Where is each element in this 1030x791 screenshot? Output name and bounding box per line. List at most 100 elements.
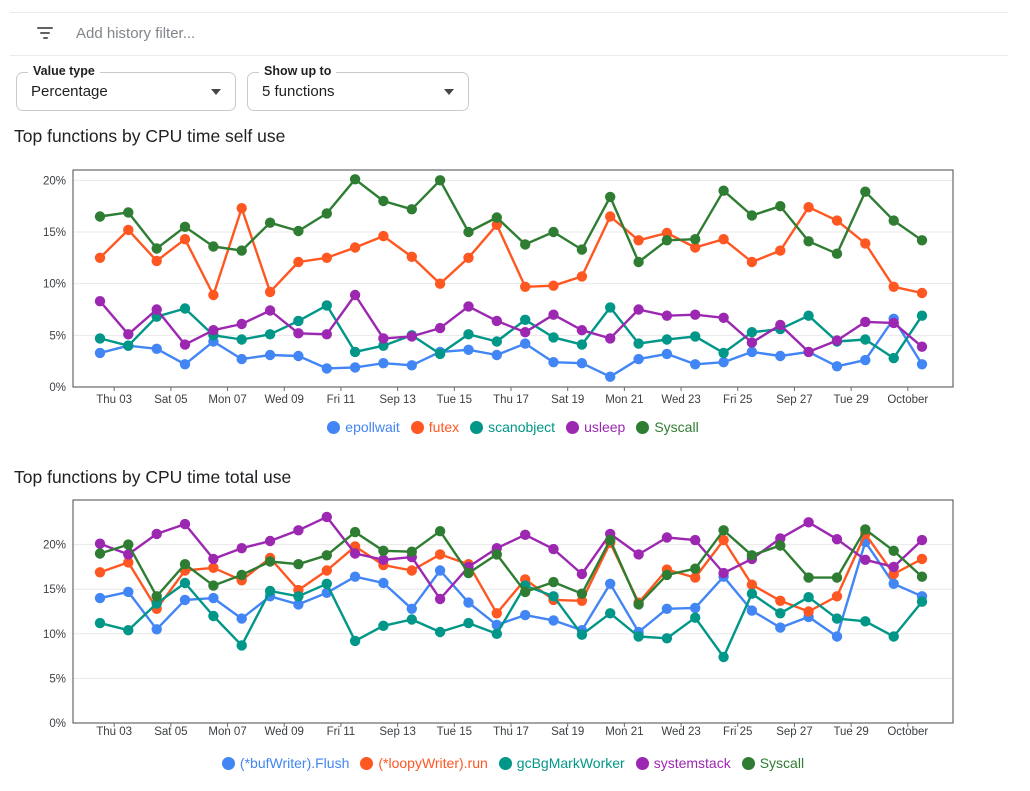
history-filter-input[interactable]: Add history filter... [76, 24, 196, 42]
data-point[interactable] [888, 281, 899, 292]
data-point[interactable] [378, 358, 389, 369]
data-point[interactable] [208, 592, 219, 604]
data-point[interactable] [349, 635, 361, 647]
data-point[interactable] [831, 534, 843, 545]
data-point[interactable] [463, 567, 474, 579]
data-point[interactable] [151, 255, 162, 267]
data-point[interactable] [491, 549, 502, 560]
data-point[interactable] [520, 239, 531, 250]
data-point[interactable] [548, 309, 559, 320]
data-point[interactable] [690, 534, 701, 546]
data-point[interactable] [775, 350, 786, 362]
data-point[interactable] [179, 234, 191, 245]
data-point[interactable] [661, 603, 673, 614]
data-point[interactable] [916, 341, 928, 352]
data-point[interactable] [633, 256, 644, 268]
data-point[interactable] [151, 243, 162, 254]
data-point[interactable] [123, 207, 134, 218]
data-point[interactable] [293, 559, 304, 570]
data-point[interactable] [151, 624, 162, 635]
data-point[interactable] [293, 350, 304, 362]
data-point[interactable] [321, 208, 332, 219]
data-point[interactable] [208, 580, 219, 591]
data-point[interactable] [633, 353, 644, 365]
data-point[interactable] [633, 599, 644, 610]
data-point[interactable] [690, 309, 701, 320]
data-point[interactable] [434, 626, 446, 638]
data-point[interactable] [123, 224, 134, 236]
data-point[interactable] [746, 337, 758, 348]
data-point[interactable] [236, 245, 247, 256]
data-point[interactable] [520, 314, 531, 325]
data-point[interactable] [349, 526, 361, 538]
data-point[interactable] [888, 317, 899, 329]
data-point[interactable] [690, 563, 701, 574]
data-point[interactable] [888, 215, 899, 226]
data-point[interactable] [718, 234, 729, 245]
show-up-to-select[interactable]: Show up to 5 functions [247, 64, 469, 111]
data-point[interactable] [434, 549, 446, 560]
data-point[interactable] [434, 278, 446, 289]
data-point[interactable] [378, 620, 389, 631]
data-point[interactable] [463, 329, 474, 340]
data-point[interactable] [916, 571, 928, 582]
data-point[interactable] [378, 545, 389, 556]
data-point[interactable] [661, 569, 673, 581]
data-point[interactable] [690, 359, 701, 370]
data-point[interactable] [94, 567, 106, 578]
data-point[interactable] [661, 348, 673, 360]
data-point[interactable] [916, 596, 928, 607]
data-point[interactable] [179, 577, 191, 589]
data-point[interactable] [321, 252, 332, 263]
data-point[interactable] [888, 561, 899, 573]
data-point[interactable] [434, 322, 446, 334]
data-point[interactable] [123, 340, 134, 351]
data-point[interactable] [718, 525, 729, 536]
data-point[interactable] [264, 349, 276, 361]
data-point[interactable] [548, 615, 559, 626]
data-point[interactable] [775, 540, 786, 551]
data-point[interactable] [860, 238, 871, 249]
data-point[interactable] [463, 344, 474, 355]
data-point[interactable] [661, 633, 673, 644]
data-point[interactable] [888, 631, 899, 642]
data-point[interactable] [548, 576, 559, 588]
data-point[interactable] [831, 631, 843, 642]
data-point[interactable] [434, 593, 446, 605]
data-point[interactable] [264, 305, 276, 316]
data-point[interactable] [916, 359, 928, 370]
data-point[interactable] [860, 316, 871, 328]
data-point[interactable] [520, 338, 531, 349]
data-point[interactable] [548, 332, 559, 343]
data-point[interactable] [349, 571, 361, 582]
data-point[interactable] [151, 343, 162, 354]
data-point[interactable] [208, 325, 219, 336]
data-point[interactable] [208, 241, 219, 252]
data-point[interactable] [463, 597, 474, 608]
data-point[interactable] [349, 362, 361, 373]
data-point[interactable] [690, 331, 701, 342]
data-point[interactable] [548, 280, 559, 291]
data-point[interactable] [123, 539, 134, 550]
data-point[interactable] [831, 335, 843, 346]
data-point[interactable] [718, 347, 729, 359]
data-point[interactable] [321, 511, 332, 523]
data-point[interactable] [321, 363, 332, 374]
data-point[interactable] [520, 529, 531, 540]
data-point[interactable] [293, 591, 304, 602]
data-point[interactable] [860, 554, 871, 565]
data-point[interactable] [831, 361, 843, 372]
data-point[interactable] [605, 211, 616, 222]
data-point[interactable] [718, 651, 729, 663]
data-point[interactable] [378, 333, 389, 344]
data-point[interactable] [406, 603, 417, 614]
data-point[interactable] [520, 327, 531, 338]
data-point[interactable] [633, 631, 644, 642]
data-point[interactable] [775, 201, 786, 212]
data-point[interactable] [491, 628, 502, 639]
data-point[interactable] [264, 585, 276, 597]
data-point[interactable] [434, 175, 446, 186]
data-point[interactable] [236, 569, 247, 581]
data-point[interactable] [633, 549, 644, 560]
data-point[interactable] [576, 358, 588, 369]
